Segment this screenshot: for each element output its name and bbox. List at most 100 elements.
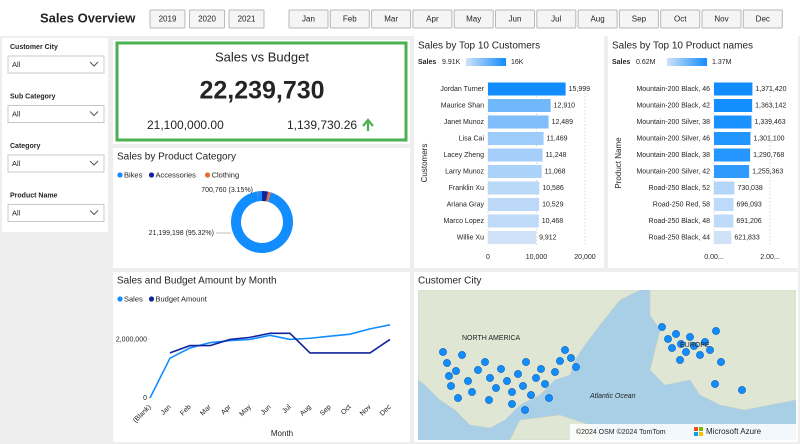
month-button[interactable]: Aug	[577, 9, 618, 29]
year-button[interactable]: 2019	[149, 9, 186, 29]
map-location-dot[interactable]	[486, 374, 494, 382]
month-button-label[interactable]: Mar	[384, 15, 398, 24]
month-button[interactable]: Jan	[288, 9, 329, 29]
year-button-box[interactable]	[228, 9, 265, 29]
month-button-label[interactable]: Oct	[674, 15, 687, 24]
map-location-dot[interactable]	[492, 384, 500, 392]
map-location-dot[interactable]	[497, 365, 505, 373]
year-button-label[interactable]: 2019	[159, 15, 177, 24]
map-location-dot[interactable]	[545, 394, 553, 402]
month-button-label[interactable]: Sep	[632, 15, 647, 24]
map-location-dot[interactable]	[454, 394, 462, 402]
filter-value[interactable]: All	[12, 208, 21, 217]
map-location-dot[interactable]	[682, 348, 690, 356]
map-location-dot[interactable]	[474, 366, 482, 374]
month-button-label[interactable]: Aug	[590, 15, 604, 24]
map-location-dot[interactable]	[686, 333, 694, 341]
map-location-dot[interactable]	[690, 342, 698, 350]
map-location-dot[interactable]	[537, 365, 545, 373]
map-location-dot[interactable]	[676, 356, 684, 364]
map-location-dot[interactable]	[677, 340, 685, 348]
month-button-box[interactable]	[742, 9, 783, 29]
month-button-label[interactable]: Apr	[426, 15, 439, 24]
month-button[interactable]: Dec	[742, 9, 783, 29]
month-button-box[interactable]	[329, 9, 370, 29]
month-button-label[interactable]: Feb	[343, 15, 357, 24]
year-button-box[interactable]	[149, 9, 186, 29]
map-location-dot[interactable]	[561, 346, 569, 354]
map-location-dot[interactable]	[556, 357, 564, 365]
filter-dropdown-box[interactable]	[7, 55, 105, 74]
month-button-box[interactable]	[288, 9, 329, 29]
map-location-dot[interactable]	[701, 338, 709, 346]
map-location-dot[interactable]	[508, 388, 516, 396]
map-location-dot[interactable]	[567, 354, 575, 362]
map-location-dot[interactable]	[468, 388, 476, 396]
map-location-dot[interactable]	[514, 370, 522, 378]
map-location-dot[interactable]	[527, 391, 535, 399]
filter-dropdown[interactable]: All	[7, 154, 105, 173]
filter-value[interactable]: All	[12, 60, 21, 69]
map-location-dot[interactable]	[668, 344, 676, 352]
month-button-box[interactable]	[412, 9, 453, 29]
month-button[interactable]: Jul	[536, 9, 577, 29]
map-location-dot[interactable]	[696, 351, 704, 359]
month-button[interactable]: Apr	[412, 9, 453, 29]
filter-chevron[interactable]	[89, 160, 99, 166]
month-button-box[interactable]	[371, 9, 412, 29]
map-location-dot[interactable]	[481, 358, 489, 366]
filter-value[interactable]: All	[12, 109, 21, 118]
month-button[interactable]: Oct	[660, 9, 701, 29]
map-location-dot[interactable]	[443, 359, 451, 367]
map[interactable]: NORTH AMERICA EUROPE Atlantic Ocean ©2024 O…	[418, 290, 796, 440]
map-location-dot[interactable]	[738, 386, 746, 394]
year-button[interactable]: 2021	[228, 9, 265, 29]
month-button-label[interactable]: Jun	[509, 15, 522, 24]
filter-dropdown[interactable]: All	[7, 105, 105, 123]
month-button-box[interactable]	[701, 9, 742, 29]
month-button[interactable]: Mar	[371, 9, 412, 29]
map-location-dot[interactable]	[464, 377, 472, 385]
month-button-box[interactable]	[536, 9, 577, 29]
month-button[interactable]: Jun	[495, 9, 535, 29]
month-button[interactable]: May	[453, 9, 494, 29]
filter-dropdown[interactable]: All	[7, 204, 105, 222]
map-location-dot[interactable]	[664, 335, 672, 343]
map-location-dot[interactable]	[711, 380, 719, 388]
map-location-dot[interactable]	[706, 346, 714, 354]
filter-value[interactable]: All	[12, 159, 21, 168]
month-button-label[interactable]: Jan	[302, 15, 315, 24]
month-button-box[interactable]	[577, 9, 618, 29]
filter-dropdown-box[interactable]	[7, 105, 105, 123]
month-button-box[interactable]	[453, 9, 494, 29]
filter-chevron[interactable]	[89, 61, 99, 67]
month-button-label[interactable]: May	[466, 15, 481, 24]
month-button[interactable]: Feb	[329, 9, 370, 29]
filter-dropdown[interactable]: All	[7, 55, 105, 74]
map-location-dot[interactable]	[519, 382, 527, 390]
map-location-dot[interactable]	[712, 327, 720, 335]
year-button-label[interactable]: 2020	[198, 15, 216, 24]
map-location-dot[interactable]	[445, 372, 453, 380]
month-button-box[interactable]	[495, 9, 535, 29]
map-location-dot[interactable]	[503, 377, 511, 385]
month-button[interactable]: Nov	[701, 9, 742, 29]
year-button-box[interactable]	[189, 9, 225, 29]
map-location-dot[interactable]	[485, 396, 493, 404]
map-location-dot[interactable]	[447, 382, 455, 390]
map-location-dot[interactable]	[521, 406, 529, 414]
month-button-box[interactable]	[660, 9, 701, 29]
map-location-dot[interactable]	[717, 358, 725, 366]
map-location-dot[interactable]	[658, 323, 666, 331]
map-location-dot[interactable]	[672, 330, 680, 338]
year-button[interactable]: 2020	[189, 9, 225, 29]
map-location-dot[interactable]	[532, 374, 540, 382]
map-location-dot[interactable]	[452, 367, 460, 375]
month-button-box[interactable]	[618, 9, 659, 29]
year-button-label[interactable]: 2021	[238, 15, 256, 24]
map-location-dot[interactable]	[508, 400, 516, 408]
filter-dropdown-box[interactable]	[7, 204, 105, 222]
map-location-dot[interactable]	[572, 363, 580, 371]
map-location-dot[interactable]	[541, 380, 549, 388]
month-button-label[interactable]: Jul	[551, 15, 561, 24]
